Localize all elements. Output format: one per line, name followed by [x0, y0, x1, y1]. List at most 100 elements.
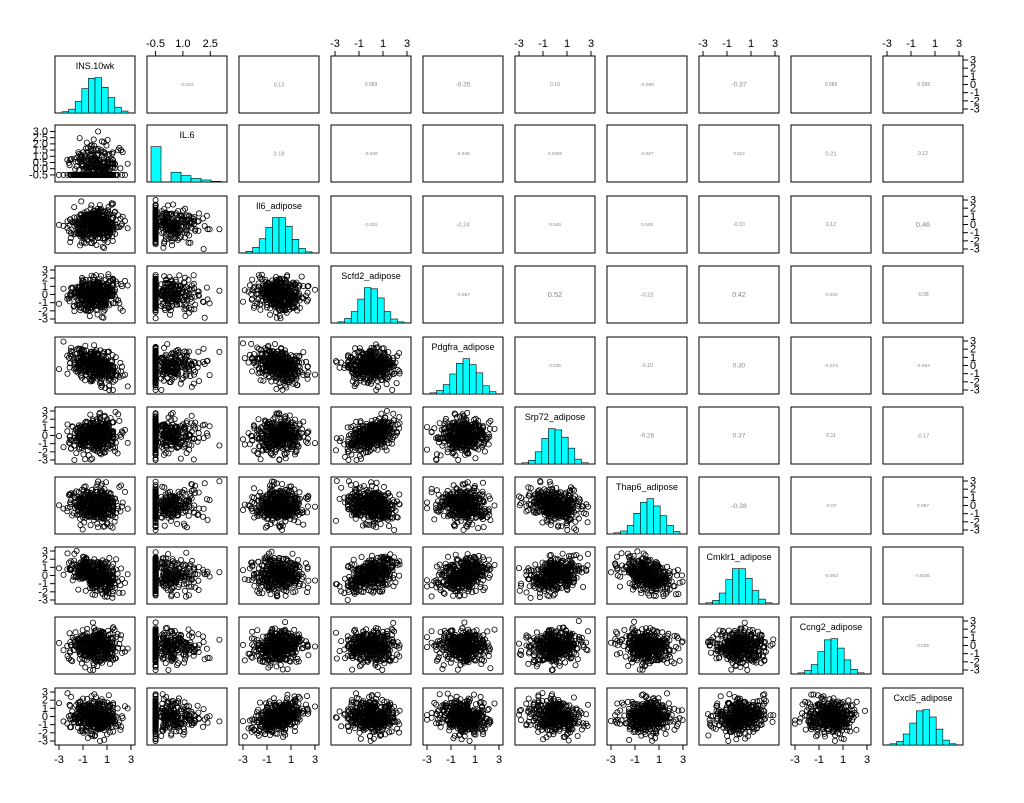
scatter-point: [84, 236, 91, 243]
scatter-point: [95, 128, 102, 135]
correlation-value: 0.21: [825, 151, 836, 157]
correlation-value: 0.30: [733, 363, 746, 370]
scatter-point: [89, 235, 96, 242]
histogram-bar: [74, 101, 83, 114]
scatter-point: [122, 171, 129, 178]
variable-label: INS.10wk: [76, 61, 115, 71]
panel-Scfd2_adipose-vs-IL.6: [146, 265, 228, 324]
correlation-value: 0.049: [549, 222, 561, 228]
scatter-point: [76, 150, 83, 157]
histogram-bar: [107, 97, 116, 114]
panel-Pdgfra_adipose-vs-Pdgfra_adipose: Pdgfra_adipose: [422, 336, 504, 395]
panel-IL.6-vs-Cmklr1_adipose: 0.012: [698, 124, 780, 183]
scatter-point: [95, 150, 102, 157]
histogram-bar: [364, 287, 372, 324]
scatter-point: [76, 135, 83, 142]
scatter-point: [109, 221, 116, 228]
panel-IL.6-vs-Il6_adipose: 0.18: [238, 124, 320, 183]
panel-Pdgfra_adipose-vs-Scfd2_adipose: [330, 336, 412, 395]
correlation-value: -0.060: [640, 82, 654, 88]
histogram-bar: [61, 111, 69, 114]
histogram-bar: [489, 391, 497, 395]
panel-Pdgfra_adipose-vs-INS.10wk: [54, 336, 136, 395]
panel-Pdgfra_adipose-vs-Srp72_adipose: 0.035: [514, 336, 596, 395]
panel-frame: [422, 55, 504, 114]
histogram-bar: [298, 248, 306, 254]
histogram-bar: [370, 288, 378, 324]
panel-Scfd2_adipose-vs-Scfd2_adipose: Scfd2_adipose: [330, 265, 412, 324]
correlation-value: 0.12: [826, 222, 836, 228]
scatter-point: [71, 155, 78, 162]
histogram-bar: [436, 390, 444, 395]
panel-INS.10wk-vs-Thap6_adipose: -0.060: [606, 55, 688, 114]
correlation-value: -0.053: [916, 363, 930, 369]
panel-IL.6-vs-Srp72_adipose: 0.0058: [514, 124, 596, 183]
correlation-value: -0.37: [731, 82, 747, 89]
scatter-point: [101, 244, 108, 251]
histogram-bar: [462, 358, 470, 395]
scatter-point: [56, 171, 63, 178]
variable-label: Il6_adipose: [256, 201, 302, 211]
correlation-value: 0.13: [274, 82, 284, 88]
histogram-bar: [245, 250, 253, 254]
histogram-bar: [88, 78, 96, 114]
correlation-value: 0.048: [641, 222, 653, 228]
panel-frame: [514, 55, 596, 114]
scatter-point: [110, 161, 117, 168]
panel-Il6_adipose-vs-INS.10wk: [54, 195, 136, 254]
scatter-point: [99, 171, 106, 178]
correlation-value: -0.022: [180, 82, 193, 87]
panel-frame: [882, 55, 964, 114]
scatter-point: [112, 221, 119, 228]
variable-label: Pdgfra_adipose: [431, 342, 494, 352]
correlation-value: 0.089: [825, 82, 838, 88]
scatter-point: [65, 159, 72, 166]
scatter-point: [80, 233, 87, 240]
panel-frame: [514, 124, 596, 183]
scatter-point: [101, 149, 108, 156]
histogram-bar: [81, 88, 89, 114]
correlation-value: -0.08: [917, 292, 929, 298]
histogram-bar: [210, 181, 222, 183]
correlation-value: -0.35: [455, 82, 470, 89]
panel-Pdgfra_adipose-vs-Cxcl5_adipose: -0.053: [882, 336, 964, 395]
scatter-point: [117, 165, 124, 172]
correlation-value: 0.0058: [548, 151, 562, 156]
scatter-point: [72, 158, 79, 165]
correlation-value: 0.035: [549, 363, 561, 368]
panel-frame: [146, 55, 228, 114]
panel-INS.10wk-vs-Srp72_adipose: 0.10: [514, 55, 596, 114]
scatter-point: [82, 145, 89, 152]
scatter-point: [72, 166, 79, 173]
scatter-point: [105, 171, 112, 178]
panel-IL.6-vs-Scfd2_adipose: -0.046: [330, 124, 412, 183]
histogram-bar: [101, 86, 109, 114]
histogram-bar: [285, 225, 293, 254]
histogram-bar: [272, 217, 280, 254]
correlation-value: -0.10: [641, 363, 653, 369]
histogram-bar: [114, 106, 122, 114]
panel-INS.10wk-vs-Ccng2_adipose: 0.089: [790, 55, 872, 114]
histogram-bar: [377, 297, 385, 324]
scatter-point: [95, 171, 102, 178]
scatter-point: [77, 242, 84, 249]
panel-Scfd2_adipose-vs-Ccng2_adipose: -0.032: [790, 265, 872, 324]
correlation-value: -0.032: [824, 292, 838, 297]
scatter-point: [96, 161, 103, 168]
scatter-point: [80, 213, 87, 220]
histogram-bar: [469, 364, 477, 395]
scatter-point: [105, 218, 112, 225]
scatter-point: [60, 171, 67, 178]
histogram-bar: [383, 311, 392, 324]
correlation-value: 0.18: [274, 151, 285, 157]
scatter-point: [90, 136, 97, 143]
scatter-point: [75, 167, 82, 174]
panel-Il6_adipose-vs-Ccng2_adipose: 0.12: [790, 195, 872, 254]
scatter-point: [79, 163, 86, 170]
scatter-point: [119, 149, 126, 156]
panel-frame: [422, 124, 504, 183]
scatter-point: [84, 171, 91, 178]
scatter-point: [109, 149, 116, 156]
panel-frame: [790, 55, 872, 114]
